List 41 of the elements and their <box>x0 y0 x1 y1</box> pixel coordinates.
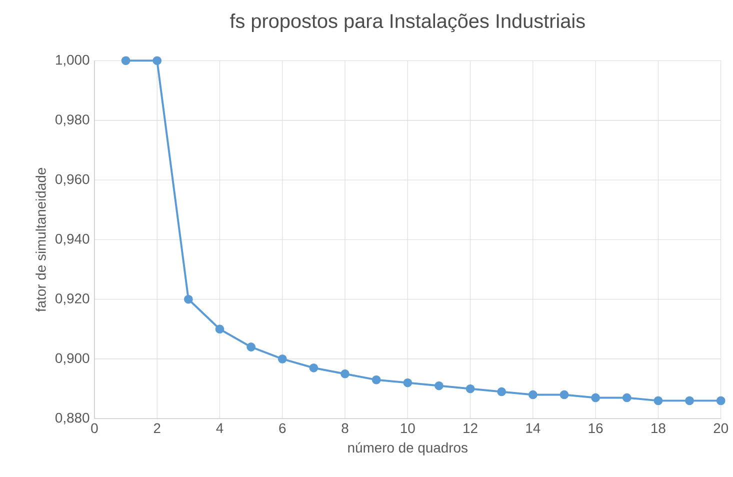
point <box>121 56 130 65</box>
x-axis-title: número de quadros <box>348 442 468 456</box>
x-tick-label: 8 <box>342 423 348 434</box>
point <box>622 393 632 402</box>
y-tick-label: 0,960 <box>55 174 90 186</box>
point <box>685 396 694 406</box>
x-tick-label: 18 <box>652 423 666 434</box>
point <box>372 375 381 384</box>
point <box>591 393 600 402</box>
point <box>466 384 475 394</box>
y-tick-label: 0,940 <box>55 234 90 246</box>
point <box>309 363 318 372</box>
x-tick-label: 10 <box>400 423 415 434</box>
y-tick-label: 0,980 <box>55 114 90 126</box>
x-tick-label: 0 <box>91 423 98 434</box>
point <box>340 369 350 378</box>
point <box>560 390 569 400</box>
point <box>497 387 506 396</box>
point <box>246 342 256 352</box>
x-tick-label: 4 <box>216 423 224 433</box>
y-tick-label: 0,920 <box>55 293 90 305</box>
x-tick-label: 16 <box>588 423 603 434</box>
x-tick-label: 12 <box>464 423 478 433</box>
point <box>403 378 412 388</box>
x-tick-label: 6 <box>279 423 286 434</box>
point <box>215 324 224 334</box>
y-tick-label: 0,880 <box>55 412 90 424</box>
point <box>434 381 444 390</box>
x-tick-label: 14 <box>526 423 540 433</box>
x-tick-label: 2 <box>154 423 160 433</box>
point <box>654 396 663 406</box>
x-tick-label: 20 <box>714 423 728 434</box>
point <box>278 354 287 364</box>
chart-title: fs propostos para Instalações Industriais <box>230 13 585 32</box>
point <box>528 390 538 400</box>
y-axis-title: fator de simultaneidade <box>36 168 46 312</box>
y-tick-label: 0,900 <box>55 353 90 365</box>
point <box>716 396 726 406</box>
point <box>152 56 162 65</box>
y-tick-label: 1,000 <box>56 54 90 66</box>
point <box>184 294 193 304</box>
